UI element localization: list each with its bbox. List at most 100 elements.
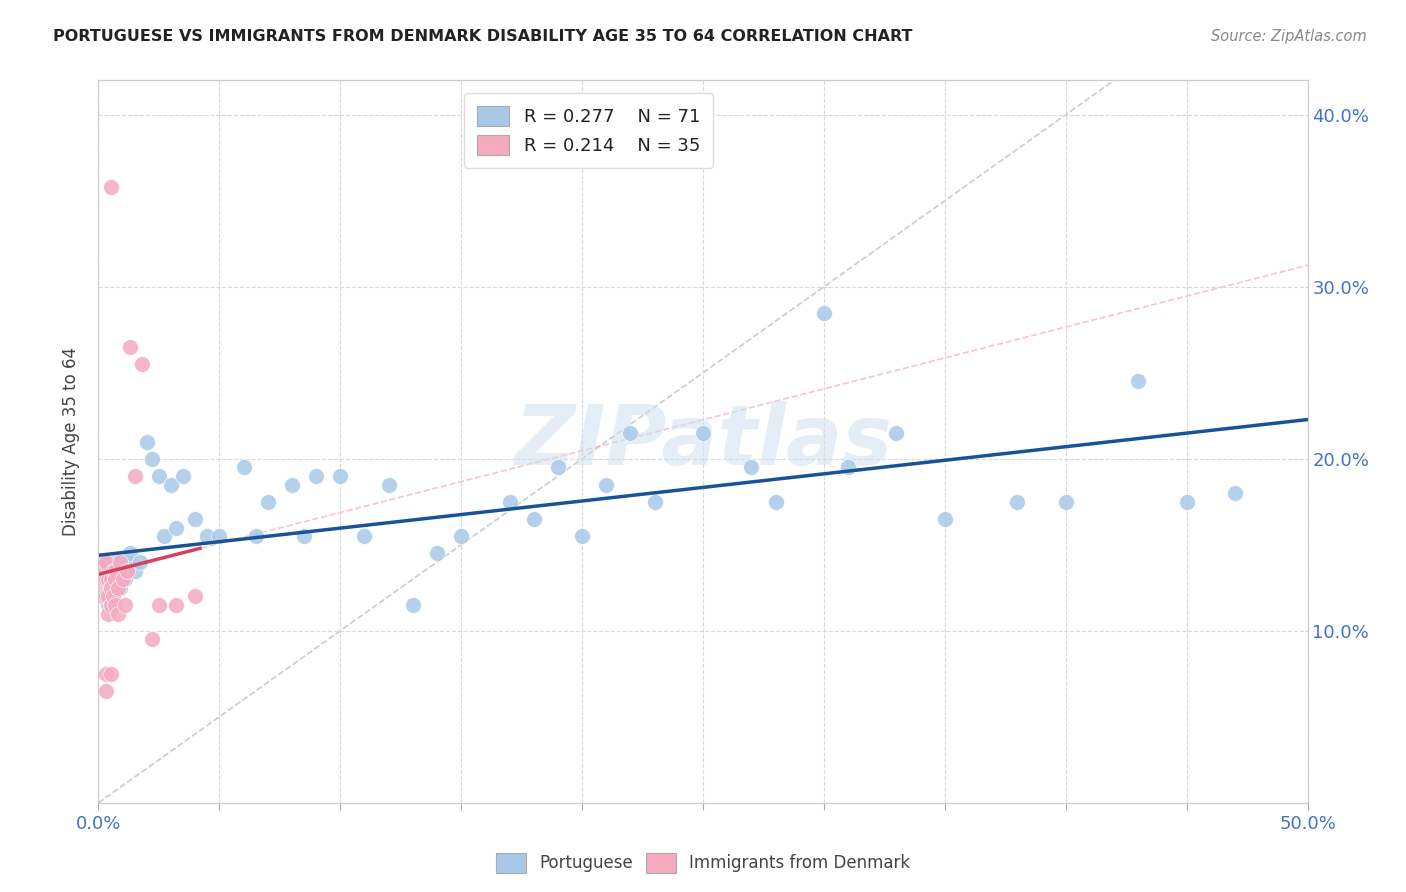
- Point: [152, 529, 174, 543]
- Point: [426, 546, 449, 560]
- Point: [100, 581, 122, 595]
- Point: [184, 512, 207, 526]
- Point: [91, 555, 114, 569]
- Point: [165, 598, 187, 612]
- Point: [90, 564, 112, 578]
- Point: [91, 572, 114, 586]
- Point: [100, 180, 122, 194]
- Point: [100, 564, 122, 578]
- Point: [114, 572, 136, 586]
- Point: [547, 460, 569, 475]
- Point: [232, 460, 254, 475]
- Y-axis label: Disability Age 35 to 64: Disability Age 35 to 64: [62, 347, 80, 536]
- Point: [571, 529, 593, 543]
- Point: [114, 598, 136, 612]
- Point: [208, 529, 231, 543]
- Point: [97, 572, 120, 586]
- Point: [305, 469, 328, 483]
- Point: [1223, 486, 1246, 500]
- Point: [101, 590, 124, 604]
- Text: ZIPatlas: ZIPatlas: [515, 401, 891, 482]
- Point: [619, 425, 641, 440]
- Point: [172, 469, 194, 483]
- Legend: R = 0.277    N = 71, R = 0.214    N = 35: R = 0.277 N = 71, R = 0.214 N = 35: [464, 93, 713, 168]
- Point: [97, 598, 120, 612]
- Point: [90, 581, 112, 595]
- Point: [97, 564, 120, 578]
- Point: [595, 477, 617, 491]
- Point: [104, 555, 127, 569]
- Point: [91, 590, 114, 604]
- Point: [292, 529, 315, 543]
- Point: [100, 590, 122, 604]
- Point: [101, 564, 124, 578]
- Point: [353, 529, 375, 543]
- Point: [934, 512, 956, 526]
- Point: [94, 555, 117, 569]
- Point: [118, 546, 141, 560]
- Point: [108, 581, 131, 595]
- Point: [97, 607, 120, 621]
- Point: [94, 684, 117, 698]
- Point: [184, 590, 207, 604]
- Point: [107, 581, 129, 595]
- Point: [450, 529, 472, 543]
- Point: [692, 425, 714, 440]
- Point: [111, 564, 134, 578]
- Point: [104, 598, 127, 612]
- Legend: Portuguese, Immigrants from Denmark: Portuguese, Immigrants from Denmark: [489, 847, 917, 880]
- Point: [107, 564, 129, 578]
- Point: [644, 494, 666, 508]
- Point: [100, 572, 122, 586]
- Point: [91, 564, 114, 578]
- Point: [765, 494, 787, 508]
- Point: [117, 555, 139, 569]
- Point: [118, 340, 141, 354]
- Point: [90, 555, 112, 569]
- Point: [131, 357, 153, 371]
- Point: [165, 520, 187, 534]
- Point: [377, 477, 399, 491]
- Point: [107, 607, 129, 621]
- Text: PORTUGUESE VS IMMIGRANTS FROM DENMARK DISABILITY AGE 35 TO 64 CORRELATION CHART: PORTUGUESE VS IMMIGRANTS FROM DENMARK DI…: [53, 29, 912, 44]
- Point: [281, 477, 304, 491]
- Point: [135, 434, 157, 449]
- Point: [104, 572, 127, 586]
- Point: [108, 572, 131, 586]
- Point: [94, 555, 117, 569]
- Point: [104, 581, 127, 595]
- Point: [886, 425, 908, 440]
- Point: [107, 555, 129, 569]
- Text: Source: ZipAtlas.com: Source: ZipAtlas.com: [1211, 29, 1367, 44]
- Point: [91, 590, 114, 604]
- Point: [498, 494, 520, 508]
- Point: [245, 529, 267, 543]
- Point: [141, 632, 163, 647]
- Point: [837, 460, 859, 475]
- Point: [1054, 494, 1077, 508]
- Point: [97, 590, 120, 604]
- Point: [100, 572, 122, 586]
- Point: [97, 590, 120, 604]
- Point: [101, 581, 124, 595]
- Point: [91, 572, 114, 586]
- Point: [148, 469, 170, 483]
- Point: [117, 564, 139, 578]
- Point: [523, 512, 546, 526]
- Point: [1128, 375, 1150, 389]
- Point: [124, 564, 146, 578]
- Point: [402, 598, 425, 612]
- Point: [329, 469, 352, 483]
- Point: [94, 590, 117, 604]
- Point: [94, 572, 117, 586]
- Point: [111, 572, 134, 586]
- Point: [100, 598, 122, 612]
- Point: [104, 572, 127, 586]
- Point: [740, 460, 762, 475]
- Point: [94, 581, 117, 595]
- Point: [100, 666, 122, 681]
- Point: [813, 305, 835, 319]
- Point: [1175, 494, 1198, 508]
- Point: [160, 477, 183, 491]
- Point: [101, 572, 124, 586]
